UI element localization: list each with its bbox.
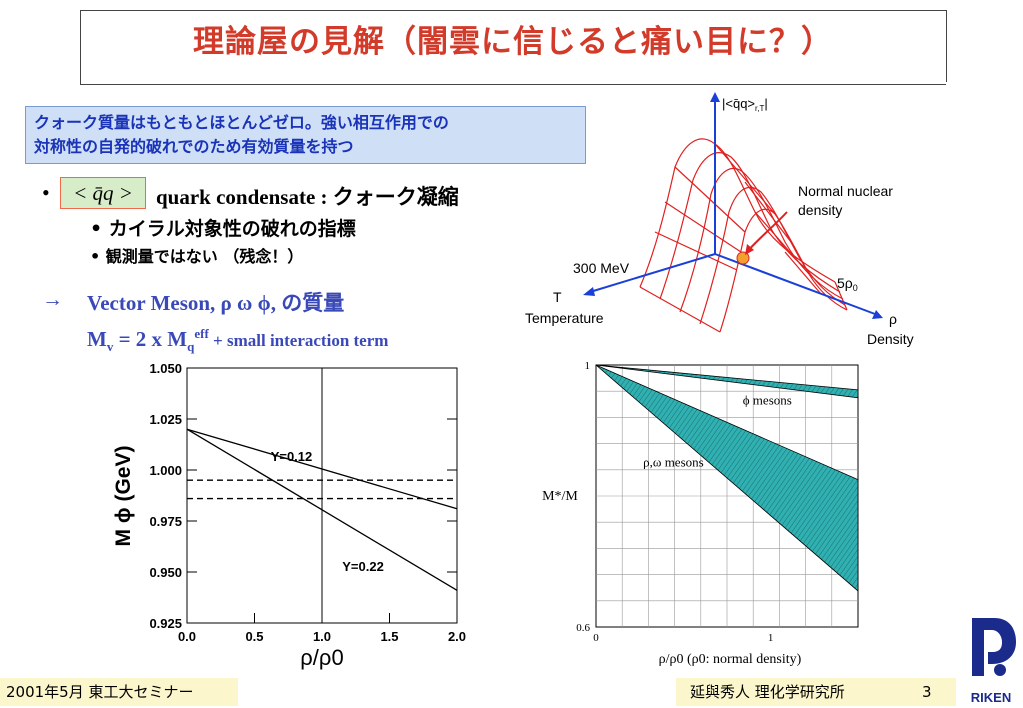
normal-density-marker (736, 251, 750, 265)
t-axis-arrow (583, 287, 595, 296)
footer-author: 延與秀人 理化学研究所 (676, 678, 956, 706)
y-tick-label: 1.050 (149, 361, 182, 376)
surface-mesh (639, 138, 848, 333)
note-line-1: クォーク質量はもともとほとんどゼロ。強い相互作用での (34, 113, 449, 132)
mstar-ticks: 1 0.60 1 (576, 360, 773, 644)
y-tick-label: 0.6 (576, 622, 590, 634)
x-tick-label: 1 (768, 632, 774, 644)
density-word-label: density (798, 202, 842, 218)
mesh-line (719, 208, 848, 333)
arrow-symbol: → (42, 287, 63, 311)
x-tick-label: 0.0 (178, 629, 196, 644)
band-label-rho-omega: ρ,ω mesons (643, 455, 704, 470)
bullet-marker: • (42, 180, 50, 205)
logo-mark (972, 618, 1016, 676)
mv-equals: = 2 x M (113, 327, 188, 351)
rho-axis-label: Density (867, 331, 914, 347)
x-tick-label: 2.0 (448, 629, 466, 644)
mass-formula: Mv = 2 x Mqeff + small interaction term (87, 326, 388, 355)
note-line-2: 対称性の自発的破れでのため有効質量を持つ (34, 137, 354, 156)
sub-bullet-observable: • 観測量ではない （残念！） (90, 247, 304, 266)
riken-logo: RIKEN (971, 618, 1016, 705)
x-tick-label: 0.5 (245, 629, 263, 644)
rho-axis-symbol: ρ (889, 311, 897, 327)
series-line-Y012 (186, 428, 458, 510)
y-tick-label: 0.950 (149, 565, 182, 580)
mstar-y-axis-label: M*/M (542, 489, 578, 504)
band-mesons (595, 364, 859, 592)
y-tick-label: 1.000 (149, 463, 182, 478)
mv-tail: + small interaction term (208, 331, 389, 350)
rho-value-label: 5ρ0 (837, 275, 858, 293)
condensate-surface-plot: |<q̄q>r,T| Normal nuclear density 300 Me… (525, 92, 914, 347)
t-axis-symbol: T (553, 289, 562, 305)
mesh-line (659, 152, 841, 300)
mphi-y-axis-label: M ϕ (GeV) (112, 446, 135, 547)
mq-superscript: eff (194, 326, 209, 341)
title-frame-edge (946, 10, 947, 82)
pointer-arrow-head (745, 244, 754, 255)
note-box: クォーク質量はもともとほとんどゼロ。強い相互作用での 対称性の自発的破れでのため… (25, 106, 586, 164)
mphi-x-ticks: 0.0 0.5 1.0 1.5 2.0 (178, 613, 466, 644)
mv-symbol: M (87, 327, 107, 351)
mv-subscript: v (106, 339, 114, 355)
mstar-bands (595, 364, 859, 592)
mstar-x-axis-label: ρ/ρ0 (ρ0: normal density) (659, 652, 802, 667)
normal-nuclear-label: Normal nuclear (798, 183, 893, 199)
footer-date-event: 2001年5月 東工大セミナー (0, 678, 238, 706)
band-mesons (595, 364, 859, 399)
x-tick-label: 0 (593, 632, 599, 644)
mesh-line (654, 181, 822, 295)
page-title: 理論屋の見解（闇雲に信じると痛い目に？） (193, 24, 833, 60)
condensate-label: quark condensate : クォーク凝縮 (156, 185, 459, 209)
pointer-arrow (746, 211, 788, 253)
y-tick-label: 1.025 (149, 412, 182, 427)
condensate-symbol: < q̄q > (60, 177, 146, 209)
mphi-series (186, 368, 458, 623)
mq-subscript: q (187, 339, 195, 355)
mphi-y-ticks: 1.050 1.025 1.000 0.975 0.950 0.925 (149, 361, 457, 631)
x-tick-label: 1.0 (313, 629, 331, 644)
rho-axis-arrow (872, 310, 883, 319)
y-tick-label: 0.925 (149, 616, 182, 631)
mphi-x-axis-label: ρ/ρ0 (300, 645, 343, 670)
band-label-phi: ϕ mesons (743, 392, 792, 407)
title-frame (80, 10, 946, 85)
page-number: 3 (922, 683, 932, 701)
mstar-chart: 1 0.60 1 ϕ mesons ρ,ω mesons M*/M ρ/ρ0 (ρ0… (542, 360, 859, 667)
mesh-line (699, 186, 846, 325)
t-value-label: 300 MeV (573, 260, 630, 276)
series-label-y022: Y=0.22 (342, 559, 384, 574)
series-line-Y022 (186, 428, 458, 591)
sub-bullet-chiral: • カイラル対象性の破れの指標 (90, 218, 356, 240)
z-axis-arrow (710, 92, 720, 102)
t-axis-label: Temperature (525, 310, 604, 326)
z-axis-label: |<q̄q>r,T| (722, 96, 768, 113)
logo-dot (994, 664, 1006, 676)
x-tick-label: 1.5 (380, 629, 398, 644)
logo-text: RIKEN (971, 690, 1011, 705)
vector-meson-text: Vector Meson, ρ ω ϕ, の質量 (87, 291, 345, 315)
y-tick-label: 0.975 (149, 514, 182, 529)
y-tick-label: 1 (585, 360, 591, 372)
t-axis (589, 253, 716, 293)
series-label-y012: Y=0.12 (271, 449, 313, 464)
mesh-line (639, 143, 848, 333)
